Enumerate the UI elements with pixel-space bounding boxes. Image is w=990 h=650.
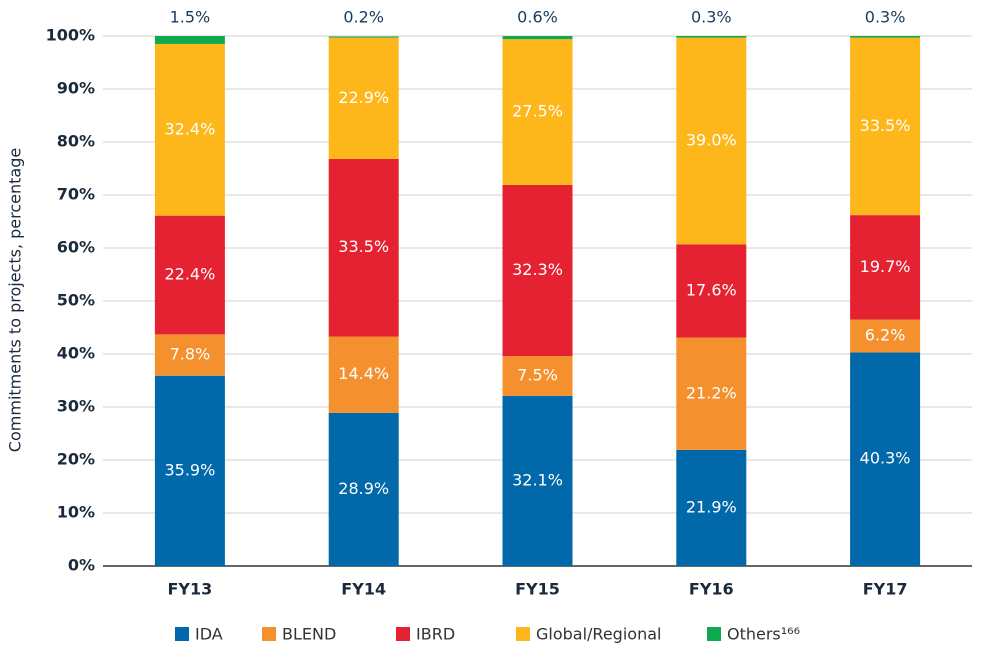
legend-label: IBRD <box>416 625 455 644</box>
value-label: 0.3% <box>691 8 732 27</box>
y-tick-label: 80% <box>57 132 95 151</box>
value-label: 32.4% <box>164 119 215 138</box>
legend-swatch <box>262 627 276 641</box>
y-tick-label: 70% <box>57 185 95 204</box>
value-label: 14.4% <box>338 364 389 383</box>
value-label: 7.5% <box>517 365 558 384</box>
value-label: 28.9% <box>338 479 389 498</box>
bar-segment <box>328 37 399 159</box>
bar-segment <box>676 37 747 245</box>
value-label: 32.3% <box>512 260 563 279</box>
legend-swatch <box>396 627 410 641</box>
bar-segment <box>154 375 225 566</box>
value-label: 35.9% <box>164 460 215 479</box>
value-label: 39.0% <box>686 130 737 149</box>
y-tick-label: 60% <box>57 238 95 257</box>
value-label: 27.5% <box>512 102 563 121</box>
bar-segment <box>154 215 225 335</box>
bar-segment <box>154 334 225 376</box>
value-label: 22.4% <box>164 265 215 284</box>
value-label: 0.2% <box>343 8 384 27</box>
bar-segment <box>502 36 573 40</box>
value-label: 17.6% <box>686 280 737 299</box>
y-tick-label: 50% <box>57 291 95 310</box>
value-label: 21.9% <box>686 497 737 516</box>
legend-swatch <box>175 627 189 641</box>
value-label: 19.7% <box>860 257 911 276</box>
legend-swatch <box>707 627 721 641</box>
value-label: 21.2% <box>686 383 737 402</box>
bar-segment <box>502 39 573 185</box>
value-label: 33.5% <box>338 237 389 256</box>
legend-label: Others¹⁶⁶ <box>727 625 800 644</box>
bar-segment <box>502 356 573 396</box>
value-label: 0.6% <box>517 8 558 27</box>
bar-segment <box>850 319 921 353</box>
x-tick-label: FY16 <box>689 580 734 599</box>
y-tick-label: 20% <box>57 450 95 469</box>
bar-segment <box>328 36 399 38</box>
y-axis-label: Commitments to projects, percentage <box>6 148 25 452</box>
bar-segment <box>850 215 921 320</box>
value-label: 0.3% <box>865 8 906 27</box>
legend-label: IDA <box>195 625 223 644</box>
bar-segment <box>850 37 921 216</box>
value-label: 40.3% <box>860 449 911 468</box>
y-tick-label: 0% <box>68 556 95 575</box>
bar-segment <box>850 352 921 566</box>
y-tick-label: 10% <box>57 503 95 522</box>
legend-swatch <box>516 627 530 641</box>
value-label: 22.9% <box>338 88 389 107</box>
y-tick-label: 40% <box>57 344 95 363</box>
bar-segment <box>676 337 747 450</box>
legend-label: BLEND <box>282 625 336 644</box>
y-tick-label: 100% <box>46 26 95 45</box>
y-tick-label: 90% <box>57 79 95 98</box>
legend-label: Global/Regional <box>536 625 661 644</box>
bar-segment <box>154 43 225 216</box>
value-label: 1.5% <box>170 8 211 27</box>
bar-segment <box>502 184 573 357</box>
bar-segment <box>328 336 399 413</box>
x-tick-label: FY13 <box>168 580 213 599</box>
value-label: 33.5% <box>860 116 911 135</box>
bar-segment <box>154 36 225 44</box>
y-tick-label: 30% <box>57 397 95 416</box>
bar-segment <box>328 412 399 566</box>
bar-segment <box>328 158 399 337</box>
x-tick-label: FY15 <box>515 580 560 599</box>
bar-segment <box>676 36 747 38</box>
x-tick-label: FY17 <box>863 580 908 599</box>
bar-segment <box>850 36 921 38</box>
bar-segment <box>676 244 747 338</box>
value-label: 32.1% <box>512 470 563 489</box>
x-tick-label: FY14 <box>341 580 386 599</box>
value-label: 6.2% <box>865 325 906 344</box>
bar-segment <box>676 449 747 566</box>
bar-segment <box>502 395 573 566</box>
value-label: 7.8% <box>170 345 211 364</box>
